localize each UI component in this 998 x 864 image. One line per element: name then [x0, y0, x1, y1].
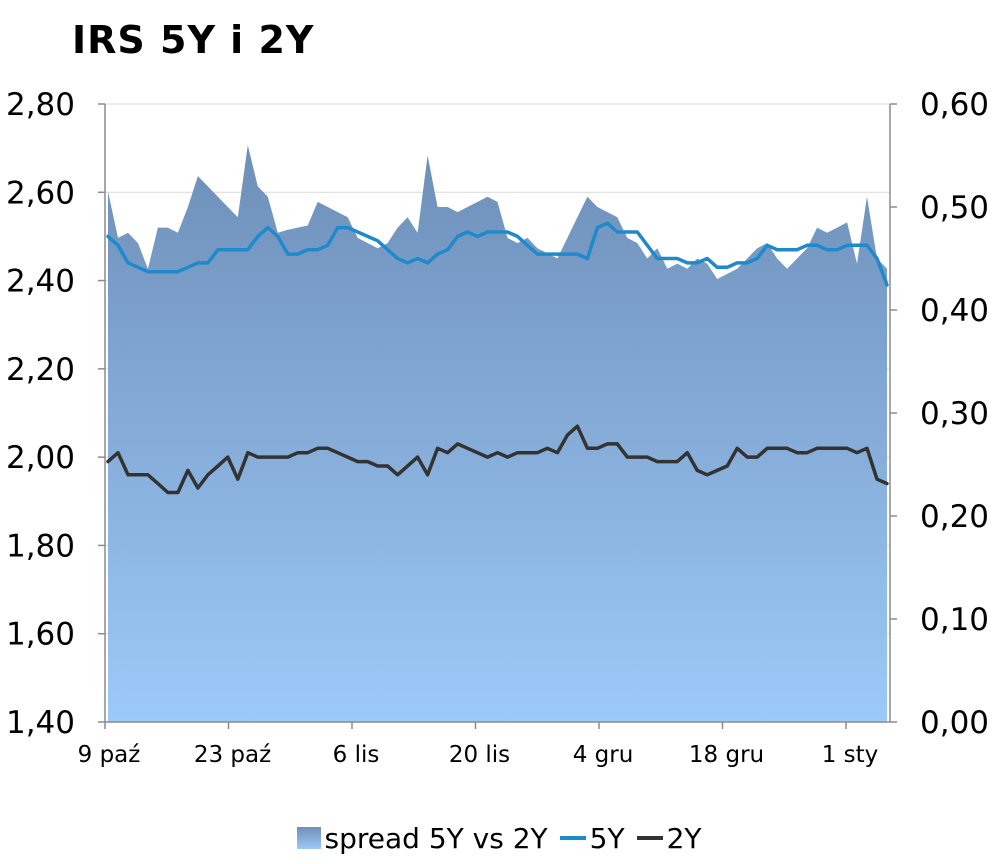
left-tick-label: 2,80: [6, 87, 75, 123]
legend-item-spread: spread 5Y vs 2Y: [296, 821, 548, 855]
right-tick-label: 0,50: [920, 190, 989, 226]
series-line-2y: [106, 424, 889, 495]
right-tick-label: 0,30: [920, 396, 989, 432]
legend-item-2y: 2Y: [636, 821, 702, 855]
right-tick-label: 0,20: [920, 499, 989, 535]
right-tick-label: 0,00: [920, 705, 989, 741]
legend-item-5y: 5Y: [559, 821, 625, 855]
legend-swatch-5y: [559, 836, 586, 840]
spread-area: [108, 145, 887, 722]
lines-layer: [106, 221, 889, 495]
x-tick-label: 9 paź: [78, 742, 141, 768]
x-axis-ticks: 9 paź 23 paź 6 lis 20 lis 4 gru 18 gru 1 sty: [78, 722, 879, 768]
x-tick-label: 18 gru: [689, 742, 764, 768]
left-tick-label: 2,60: [6, 175, 75, 211]
left-tick-label: 2,40: [6, 264, 75, 300]
x-tick-label: 6 lis: [333, 742, 380, 768]
spread-area-layer: [108, 145, 887, 722]
legend-swatch-2y: [636, 836, 663, 840]
x-tick-label: 23 paź: [194, 742, 271, 768]
left-tick-label: 1,60: [6, 617, 75, 653]
legend-label-spread: spread 5Y vs 2Y: [324, 821, 548, 855]
right-tick-label: 0,60: [920, 87, 989, 123]
left-tick-label: 1,80: [6, 528, 75, 564]
left-tick-label: 2,00: [6, 440, 75, 476]
x-tick-label: 20 lis: [449, 742, 510, 768]
legend-label-2y: 2Y: [666, 821, 702, 855]
legend-swatch-spread: [296, 827, 321, 849]
series-line-5y: [106, 221, 889, 287]
right-tick-label: 0,10: [920, 602, 989, 638]
legend: spread 5Y vs 2Y 5Y 2Y: [0, 818, 998, 858]
chart-title: IRS 5Y i 2Y: [72, 18, 315, 62]
legend-label-5y: 5Y: [589, 821, 625, 855]
left-axis-ticks: 1,40 1,60 1,80 2,00 2,20 2,40 2,60 2,80: [6, 87, 105, 741]
right-axis-ticks: 0,00 0,10 0,20 0,30 0,40 0,50 0,60: [890, 87, 989, 741]
left-tick-label: 1,40: [6, 705, 75, 741]
x-tick-label: 1 sty: [822, 742, 879, 768]
x-tick-label: 4 gru: [573, 742, 634, 768]
right-tick-label: 0,40: [920, 293, 989, 329]
left-tick-label: 2,20: [6, 352, 75, 388]
